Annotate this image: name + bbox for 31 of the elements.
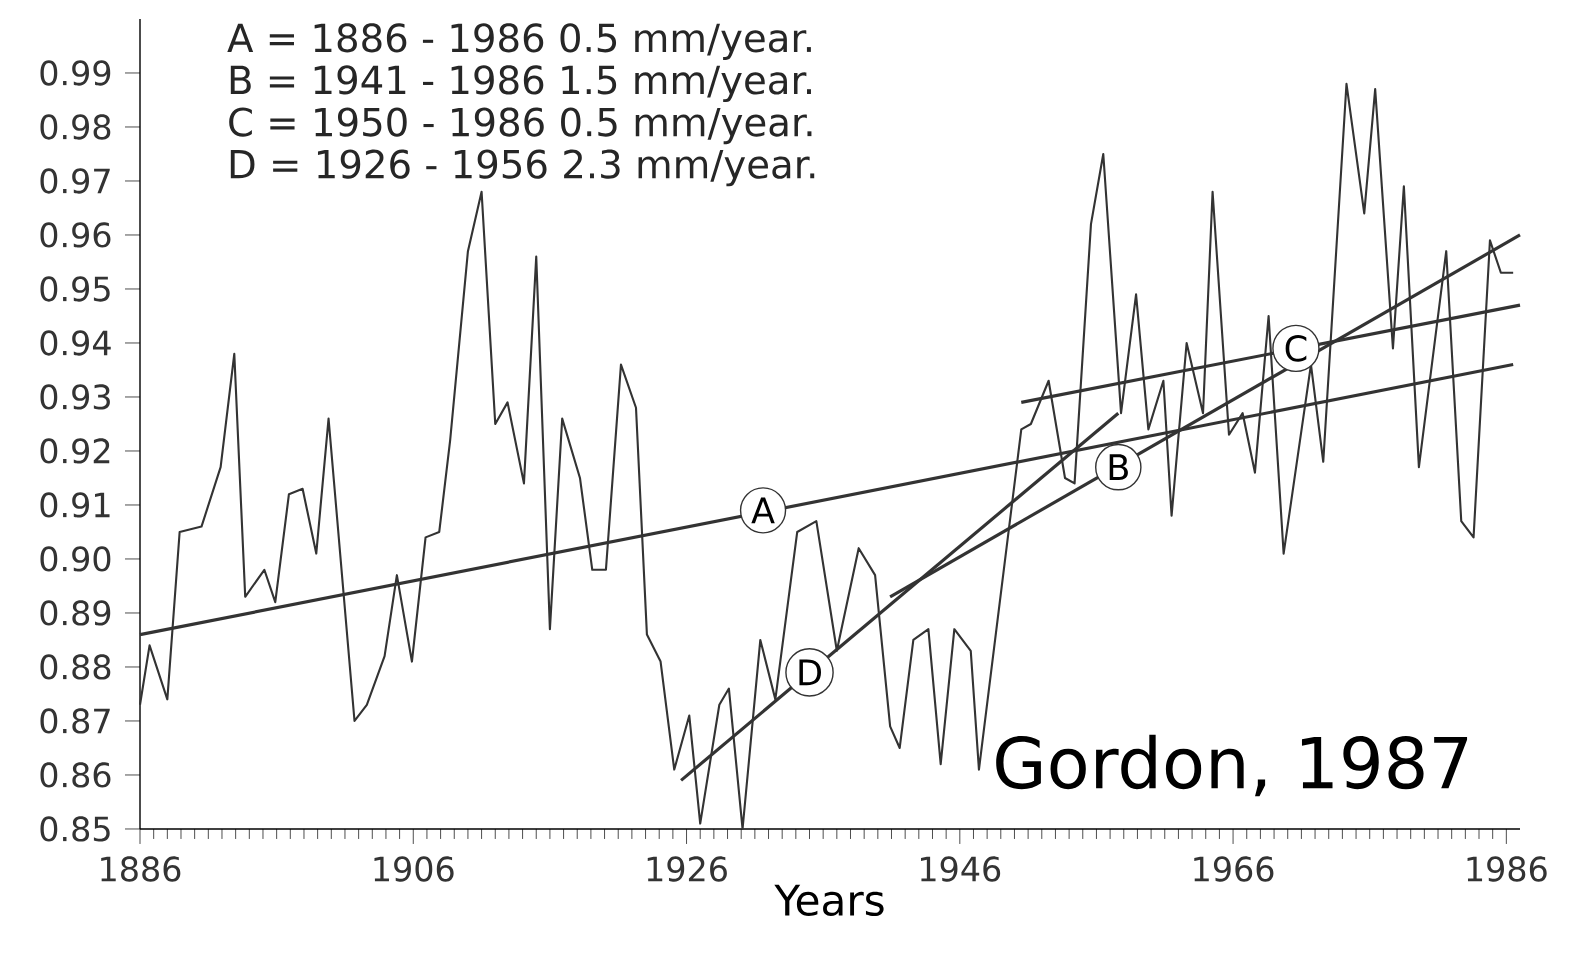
x-tick-label: 1946 (921, 856, 1001, 882)
y-tick-label: 0.85 (40, 816, 110, 842)
annotation: A (751, 497, 775, 524)
x-tick-label: 1966 (1194, 856, 1274, 882)
y-tick-label: 0.87 (40, 708, 110, 734)
x-tick-label: 1906 (374, 856, 454, 882)
x-axis-title: Years (774, 884, 884, 917)
y-tick-label: 0.90 (40, 546, 111, 572)
annotation: D = 1926 - 1956 2.3 mm/year. (230, 149, 815, 187)
y-tick-label: 0.95 (40, 276, 110, 302)
x-tick-label: 1886 (101, 856, 181, 882)
annotation: C (1285, 335, 1307, 362)
y-tick-label: 0.98 (40, 114, 111, 140)
annotation: B = 1941 - 1986 1.5 mm/year. (230, 65, 811, 103)
annotation: B (1109, 454, 1128, 480)
x-tick-label: 1986 (1467, 856, 1547, 882)
y-tick-label: 0.86 (40, 762, 111, 788)
annotation: C = 1950 - 1986 0.5 mm/year. (229, 107, 812, 145)
y-tick-label: 0.92 (40, 438, 110, 464)
y-tick-label: 0.97 (40, 168, 110, 194)
annotation: D (799, 659, 822, 686)
x-tick-label: 1926 (647, 856, 727, 882)
y-tick-label: 0.88 (40, 654, 111, 680)
y-tick-label: 0.94 (40, 330, 111, 356)
y-tick-label: 0.96 (40, 222, 111, 248)
y-tick-label: 0.99 (40, 60, 111, 86)
y-tick-label: 0.91 (40, 492, 110, 518)
annotation: A = 1886 - 1986 0.5 mm/year. (227, 23, 811, 60)
y-tick-label: 0.89 (40, 600, 111, 626)
y-tick-label: 0.93 (40, 384, 110, 410)
annotation: Gordon, 1987 (996, 734, 1468, 797)
